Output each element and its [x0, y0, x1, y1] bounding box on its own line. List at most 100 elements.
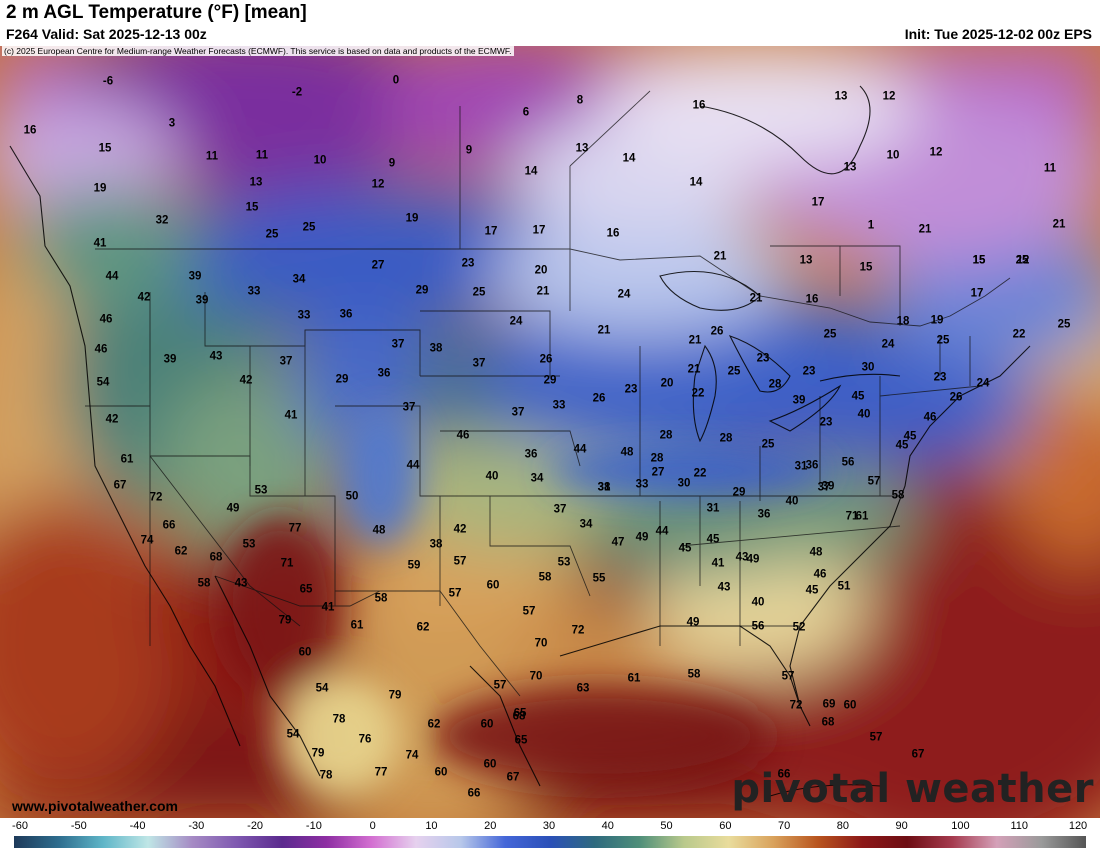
station-temp-label: 33 — [247, 285, 261, 298]
station-temp-label: 16 — [23, 124, 37, 137]
station-temp-label: 41 — [711, 557, 725, 570]
station-temp-label: 37 — [472, 357, 486, 370]
station-temp-label: 45 — [851, 390, 865, 403]
station-temp-label: 15 — [859, 261, 873, 274]
station-temp-label: 79 — [388, 689, 402, 702]
station-temp-label: 11 — [205, 150, 219, 163]
station-temp-label: 41 — [284, 409, 298, 422]
station-temp-label: 40 — [751, 596, 765, 609]
station-temp-label: 44 — [573, 443, 587, 456]
colorbar: -60 -50 -40 -30 -20 -10 0 10 20 30 40 50 60 70 80 90 100… — [0, 818, 1100, 850]
station-temp-label: 77 — [374, 766, 388, 779]
station-temp-label: 38 — [429, 342, 443, 355]
station-temp-label: 52 — [792, 621, 806, 634]
station-temp-label: 68 — [821, 716, 835, 729]
station-temp-label: 61 — [350, 619, 364, 632]
station-temp-label: 16 — [606, 227, 620, 240]
station-temp-label: 62 — [174, 545, 188, 558]
station-temp-label: 23 — [624, 383, 638, 396]
station-temp-label: 71 — [845, 510, 859, 523]
station-temp-label: 48 — [809, 546, 823, 559]
colorbar-tick-label: -30 — [188, 820, 205, 832]
station-temp-label: 48 — [620, 446, 634, 459]
station-temp-label: 53 — [254, 484, 268, 497]
station-temp-label: 21 — [713, 250, 727, 263]
ecmwf-attribution: (c) 2025 European Centre for Medium-rang… — [2, 46, 514, 56]
station-temp-label: 45 — [895, 439, 909, 452]
station-temp-label: 58 — [197, 577, 211, 590]
station-temp-label: 3 — [168, 117, 176, 130]
station-temp-label: 28 — [659, 429, 673, 442]
station-temp-label: 44 — [105, 270, 119, 283]
station-temp-label: 25 — [265, 228, 279, 241]
station-temp-label: 60 — [480, 718, 494, 731]
station-temp-label: 15 — [972, 254, 986, 267]
station-temp-label: 58 — [891, 489, 905, 502]
colorbar-tick-label: 50 — [660, 820, 673, 832]
station-temp-label: 26 — [539, 353, 553, 366]
colorbar-tick-label: 10 — [425, 820, 438, 832]
pivotal-weather-logo: pivotal weather — [731, 766, 1094, 812]
station-temp-label: 60 — [486, 579, 500, 592]
station-temp-label: 42 — [105, 413, 119, 426]
station-temp-label: 23 — [756, 352, 770, 365]
station-temp-label: 1 — [867, 219, 875, 232]
station-temp-label: 66 — [777, 768, 791, 781]
station-temp-label: 20 — [660, 377, 674, 390]
station-temp-label: 58 — [687, 668, 701, 681]
station-temp-label: 49 — [635, 531, 649, 544]
station-temp-label: 46 — [813, 568, 827, 581]
station-temp-label: 29 — [543, 374, 557, 387]
station-temp-label: 24 — [976, 377, 990, 390]
station-temp-label: 22 — [693, 467, 707, 480]
station-temp-label: 70 — [529, 670, 543, 683]
station-temp-label: 67 — [911, 748, 925, 761]
station-temp-label: -6 — [102, 75, 114, 88]
station-temp-label: 50 — [345, 490, 359, 503]
station-temp-label: 65 — [513, 707, 527, 720]
station-temp-label: 21 — [1052, 218, 1066, 231]
station-temp-label: 24 — [509, 315, 523, 328]
station-temp-label: 60 — [843, 699, 857, 712]
station-temp-label: 58 — [538, 571, 552, 584]
station-temp-label: 33 — [297, 309, 311, 322]
station-temp-label: 6 — [522, 106, 530, 119]
station-temp-label: 26 — [710, 325, 724, 338]
station-temp-label: 34 — [579, 518, 593, 531]
station-temp-label: 18 — [896, 315, 910, 328]
station-temp-label: 39 — [188, 270, 202, 283]
station-temp-label: 25 — [302, 221, 316, 234]
station-temp-label: 37 — [553, 503, 567, 516]
station-temp-label: 15 — [972, 254, 986, 267]
station-temp-label: -2 — [291, 86, 303, 99]
station-temp-label: 37 — [817, 481, 831, 494]
map-title: 2 m AGL Temperature (°F) [mean] — [6, 2, 307, 23]
station-temp-label: 38 — [597, 481, 611, 494]
colorbar-tick-label: 120 — [1068, 820, 1088, 832]
station-temp-label: 29 — [732, 486, 746, 499]
colorbar-tick-label: 20 — [484, 820, 497, 832]
station-temp-label: 76 — [358, 733, 372, 746]
colorbar-tick-label: 90 — [895, 820, 908, 832]
station-temp-label: 56 — [841, 456, 855, 469]
station-temp-label: 54 — [315, 682, 329, 695]
station-temp-label: 15 — [98, 142, 112, 155]
station-temp-label: 48 — [372, 524, 386, 537]
colorbar-tick-label: -40 — [129, 820, 146, 832]
station-temp-label: 65 — [299, 583, 313, 596]
station-temp-label: 32 — [155, 214, 169, 227]
station-temp-label: 15 — [245, 201, 259, 214]
station-temp-label: 61 — [627, 672, 641, 685]
station-temp-label: 31 — [706, 502, 720, 515]
station-temp-label: 67 — [506, 771, 520, 784]
colorbar-gradient — [14, 836, 1086, 848]
station-temp-label: 39 — [163, 353, 177, 366]
station-temp-label: 60 — [434, 766, 448, 779]
station-temp-label: 40 — [857, 408, 871, 421]
station-temp-label: 29 — [415, 284, 429, 297]
station-temp-label: 79 — [311, 747, 325, 760]
station-temp-label: 49 — [226, 502, 240, 515]
station-temp-label: 46 — [923, 411, 937, 424]
station-temp-label: 24 — [881, 338, 895, 351]
station-temp-label: 60 — [298, 646, 312, 659]
